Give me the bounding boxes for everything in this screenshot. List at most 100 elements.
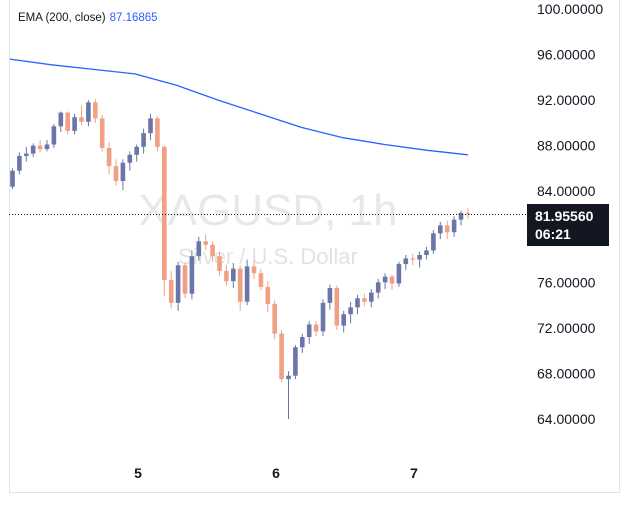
candle-body: [79, 117, 84, 122]
candle: [444, 220, 450, 240]
candle: [279, 330, 284, 383]
candle-body: [189, 256, 195, 294]
candle-body: [362, 298, 367, 302]
candle-body: [444, 225, 450, 233]
price-tick-label: 64.00000: [537, 411, 596, 427]
candle: [362, 293, 367, 307]
candle-body: [155, 118, 160, 147]
price-tick-label: 76.00000: [537, 274, 596, 290]
price-tick-label: 96.00000: [537, 47, 596, 63]
time-tick-label: 5: [134, 465, 142, 481]
candle-body: [438, 225, 443, 234]
candle: [306, 321, 312, 344]
candle-body: [293, 347, 298, 376]
candle-body: [99, 118, 105, 148]
candle-body: [417, 255, 422, 260]
price-tick-label: 92.00000: [537, 92, 596, 108]
ema-line: [9, 58, 468, 156]
candle-body: [148, 118, 153, 134]
candle-body: [424, 250, 429, 255]
candle-body: [127, 154, 133, 163]
candle-body: [106, 147, 112, 167]
candle: [224, 265, 229, 286]
watermark-subtitle: Silver / U.S. Dollar: [178, 244, 358, 269]
candle-body: [162, 146, 167, 281]
candle-body: [51, 126, 57, 145]
candle: [93, 98, 98, 123]
candle-layer: [10, 98, 471, 419]
candle: [293, 344, 298, 380]
candle: [134, 144, 139, 162]
candle-body: [58, 112, 64, 127]
candle: [30, 143, 36, 158]
candle-body: [251, 266, 257, 274]
candle: [327, 284, 333, 310]
candle-body: [286, 375, 291, 380]
candle: [431, 229, 436, 254]
current-price-value: 81.95560: [535, 208, 594, 224]
candle: [72, 113, 77, 135]
candle-body: [451, 219, 457, 233]
ema-legend-value: 87.16865: [109, 12, 158, 24]
candle-body: [348, 307, 353, 315]
candle-body: [237, 268, 243, 302]
candle-body: [327, 288, 333, 303]
candle: [334, 285, 340, 331]
candle: [265, 281, 271, 312]
candle: [182, 262, 188, 299]
candle-body: [93, 102, 98, 119]
candle: [141, 128, 146, 154]
watermark: XAGUSD, 1h Silver / U.S. Dollar: [138, 186, 397, 269]
indicator-legend[interactable]: EMA (200, close) 87.16865: [18, 12, 158, 24]
candle: [113, 159, 119, 186]
candle-body: [175, 265, 181, 303]
candle: [458, 210, 464, 226]
candle: [424, 247, 429, 260]
price-tick-label: 72.00000: [537, 320, 596, 336]
candle: [438, 221, 443, 240]
price-tick-label: 88.00000: [537, 138, 596, 154]
candle: [155, 116, 160, 152]
candle-body: [37, 145, 43, 150]
candle: [99, 114, 105, 152]
candle: [451, 216, 457, 237]
candle: [237, 265, 243, 311]
candle: [162, 145, 167, 296]
candle: [258, 268, 264, 291]
candle: [389, 274, 395, 291]
candle-body: [244, 266, 250, 302]
candle-body: [389, 276, 395, 284]
candle-body: [231, 268, 236, 282]
candle: [286, 371, 291, 419]
candle-body: [465, 212, 471, 215]
candle-body: [168, 280, 174, 303]
candle: [382, 273, 388, 290]
candle-body: [17, 155, 22, 171]
candle: [244, 259, 250, 306]
candle-body: [431, 233, 436, 251]
candle: [410, 253, 415, 266]
candle-body: [224, 270, 229, 282]
candle-body: [396, 264, 402, 284]
candle: [251, 260, 257, 279]
candle: [313, 321, 319, 336]
candle-body: [272, 303, 277, 334]
candle-body: [86, 102, 91, 122]
current-price-tag: 81.95560 06:21: [527, 204, 609, 246]
candle: [106, 142, 112, 175]
candle: [86, 100, 91, 127]
candle-body: [203, 241, 208, 245]
time-axis[interactable]: 5 6 7: [134, 465, 418, 481]
candle: [300, 333, 305, 353]
candle-body: [182, 265, 188, 294]
candle-body: [279, 333, 284, 380]
candle-body: [334, 288, 340, 326]
candle-body: [72, 117, 77, 131]
candle-body: [210, 244, 215, 257]
price-tick-label: 84.00000: [537, 183, 596, 199]
candle-body: [313, 324, 319, 332]
candle-body: [10, 170, 15, 187]
candle-body: [355, 298, 360, 308]
candle: [189, 250, 195, 300]
